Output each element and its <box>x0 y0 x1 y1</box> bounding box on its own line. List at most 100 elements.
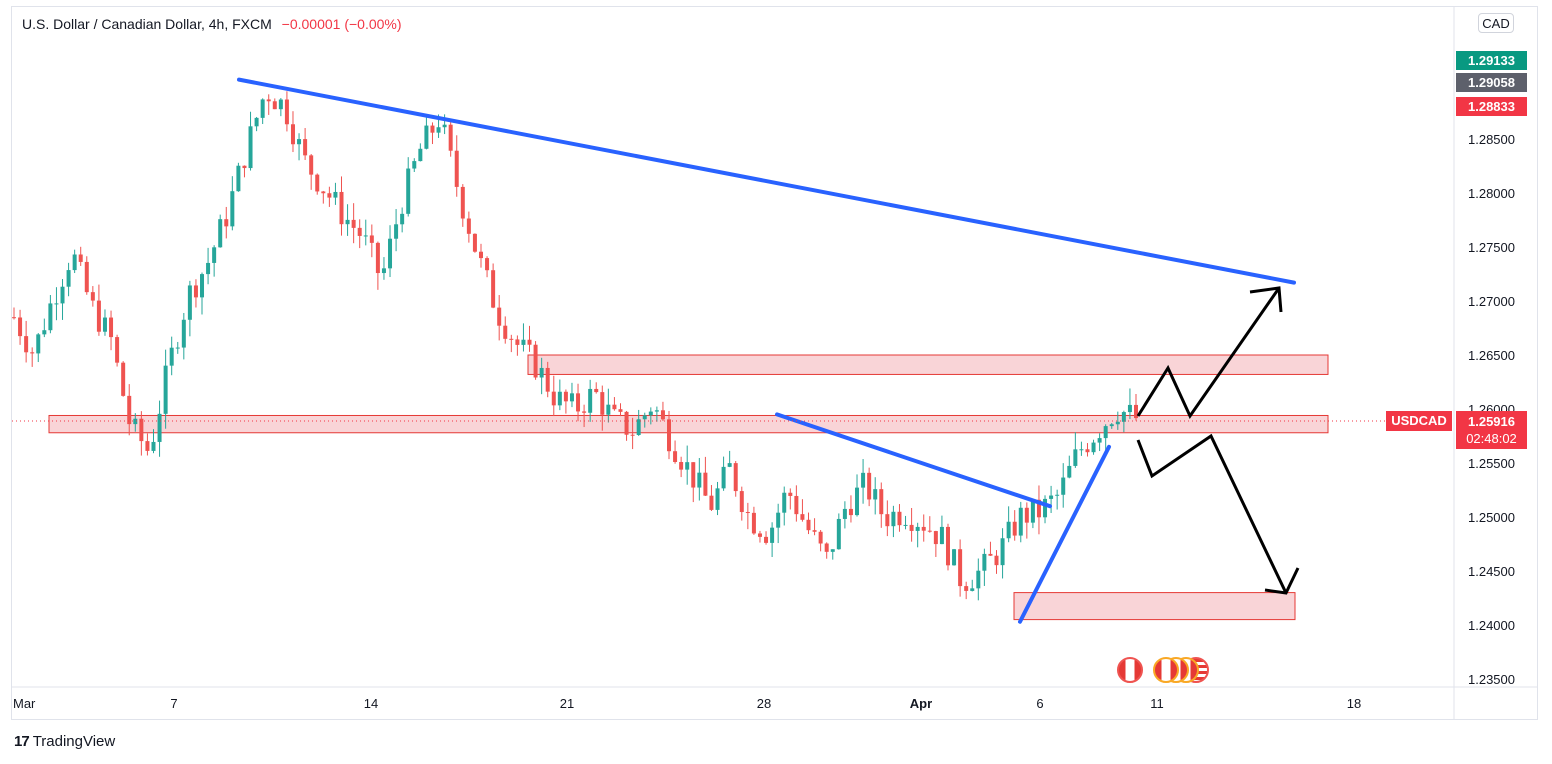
candle <box>30 347 35 367</box>
candle <box>794 485 799 522</box>
candle <box>715 481 720 516</box>
candle <box>915 522 920 548</box>
candle <box>48 295 53 334</box>
candle <box>739 486 744 521</box>
x-tick-label: Apr <box>910 696 932 711</box>
candle <box>309 154 314 190</box>
candle <box>976 558 981 601</box>
candle <box>254 116 259 132</box>
candle <box>1115 411 1120 430</box>
y-tick-label: 1.27500 <box>1468 240 1515 255</box>
candle <box>278 98 283 117</box>
candle <box>388 225 393 278</box>
candle <box>42 318 47 338</box>
symbol-title: U.S. Dollar / Canadian Dollar, 4h, FXCM <box>22 16 272 32</box>
candle <box>885 500 890 537</box>
candle <box>290 111 295 153</box>
canada-flag-icon[interactable] <box>1153 657 1179 683</box>
candle <box>1012 510 1017 541</box>
y-tick-label: 1.24000 <box>1468 618 1515 633</box>
economic-events <box>1117 657 1209 683</box>
candle <box>90 286 95 307</box>
currency-button[interactable]: CAD <box>1478 13 1514 33</box>
candle <box>636 409 641 436</box>
x-tick-label: 7 <box>170 696 177 711</box>
candle <box>921 514 926 542</box>
candle <box>1067 455 1072 479</box>
y-tick-label: 1.26500 <box>1468 348 1515 363</box>
candle <box>181 312 186 360</box>
candle <box>200 272 205 315</box>
x-tick-label: 18 <box>1347 696 1361 711</box>
candle <box>284 91 289 132</box>
candle <box>600 385 605 431</box>
candle <box>394 209 399 252</box>
candle <box>460 184 465 227</box>
candle <box>703 456 708 497</box>
bearish-projection-arrow[interactable] <box>1136 433 1288 594</box>
candle <box>812 518 817 536</box>
candle <box>697 458 702 501</box>
candle <box>557 379 562 411</box>
candle <box>691 462 696 503</box>
candle <box>1006 506 1011 543</box>
candle <box>54 287 59 321</box>
candle <box>764 531 769 545</box>
candle <box>430 122 435 145</box>
lower-target-zone[interactable] <box>1013 592 1296 621</box>
candle <box>1127 388 1132 420</box>
candle <box>102 309 107 336</box>
candle <box>163 349 168 429</box>
candle <box>1024 502 1029 539</box>
price-tag-high: 1.29133 <box>1456 51 1527 70</box>
candle <box>788 488 793 510</box>
candle <box>1018 501 1023 543</box>
candle <box>806 512 811 535</box>
candle <box>78 246 83 266</box>
candle <box>873 477 878 515</box>
candle <box>36 333 41 363</box>
candle <box>745 502 750 530</box>
y-tick-label: 1.25000 <box>1468 510 1515 525</box>
candle <box>988 541 993 556</box>
mid-support-zone[interactable] <box>48 414 1329 434</box>
candle <box>903 515 908 530</box>
candle <box>551 375 556 417</box>
candle <box>939 515 944 545</box>
candle <box>1030 499 1035 529</box>
candle <box>406 157 411 217</box>
candle <box>24 320 29 363</box>
candle <box>945 523 950 571</box>
candle <box>927 516 932 533</box>
candle <box>612 397 617 411</box>
candle <box>121 361 126 397</box>
canada-flag-icon[interactable] <box>1117 657 1143 683</box>
support-trendline[interactable] <box>1018 444 1111 624</box>
candle <box>970 579 975 592</box>
candle <box>157 400 162 457</box>
candle <box>642 412 647 428</box>
candle <box>466 211 471 243</box>
y-tick-label: 1.24500 <box>1468 564 1515 579</box>
candle <box>248 111 253 171</box>
candle <box>60 279 65 320</box>
candle <box>654 406 659 422</box>
resistance-trendline[interactable] <box>237 77 1296 285</box>
candle <box>660 401 665 421</box>
candle <box>151 429 156 454</box>
upper-resistance-zone[interactable] <box>527 354 1329 375</box>
x-tick-label: 28 <box>757 696 771 711</box>
short-trendline[interactable] <box>775 412 1052 509</box>
candle <box>381 257 386 280</box>
candle <box>891 505 896 538</box>
candle <box>503 316 508 344</box>
candle <box>588 379 593 422</box>
bullish-projection-arrow[interactable] <box>1136 287 1281 420</box>
candle <box>375 241 380 290</box>
tradingview-brand[interactable]: 17 TradingView <box>14 733 115 750</box>
candle <box>1073 432 1078 468</box>
candle <box>576 383 581 422</box>
candle <box>145 433 150 456</box>
candle <box>867 467 872 507</box>
